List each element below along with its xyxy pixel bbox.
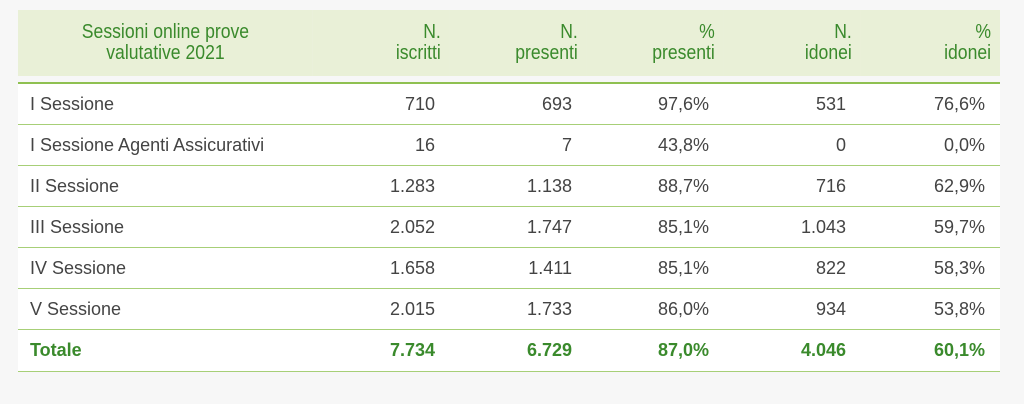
header-present-pct: % presenti	[587, 10, 724, 84]
table-header-row: Sessioni online prove valutative 2021 N.…	[18, 10, 1000, 84]
session-name-cell: III Sessione	[18, 207, 313, 248]
session-name-cell: II Sessione	[18, 166, 313, 207]
header-session-line2: valutative 2021	[106, 42, 225, 64]
present-cell: 1.733	[450, 289, 587, 330]
session-name-cell: IV Sessione	[18, 248, 313, 289]
enrolled-cell: 1.283	[313, 166, 450, 207]
header-qualified-line2: idonei	[805, 42, 853, 64]
table-row: V Sessione 2.015 1.733 86,0% 934 53,8%	[18, 289, 1000, 330]
present-pct-cell: 86,0%	[587, 289, 724, 330]
qualified-cell: 822	[724, 248, 861, 289]
qualified-cell: 716	[724, 166, 861, 207]
table-row: I Sessione 710 693 97,6% 531 76,6%	[18, 84, 1000, 125]
present-pct-cell: 88,7%	[587, 166, 724, 207]
header-qualified-pct: % idonei	[861, 10, 1000, 84]
present-cell: 1.747	[450, 207, 587, 248]
sessions-table-container: Sessioni online prove valutative 2021 N.…	[18, 10, 1000, 372]
qualified-pct-cell: 0,0%	[861, 125, 1000, 166]
enrolled-cell: 2.015	[313, 289, 450, 330]
session-name-cell: I Sessione Agenti Assicurativi	[18, 125, 313, 166]
table-row: I Sessione Agenti Assicurativi 16 7 43,8…	[18, 125, 1000, 166]
present-cell: 1.411	[450, 248, 587, 289]
header-qualified-line1: N.	[834, 21, 853, 43]
present-cell: 1.138	[450, 166, 587, 207]
header-enrolled: N. iscritti	[313, 10, 450, 84]
session-name-cell: I Sessione	[18, 84, 313, 125]
enrolled-cell: 2.052	[313, 207, 450, 248]
total-present-pct-cell: 87,0%	[587, 330, 724, 372]
table-row: III Sessione 2.052 1.747 85,1% 1.043 59,…	[18, 207, 1000, 248]
table-row: IV Sessione 1.658 1.411 85,1% 822 58,3%	[18, 248, 1000, 289]
qualified-cell: 1.043	[724, 207, 861, 248]
present-pct-cell: 85,1%	[587, 248, 724, 289]
header-enrolled-line2: iscritti	[396, 42, 442, 64]
header-present-line2: presenti	[515, 42, 579, 64]
qualified-pct-cell: 62,9%	[861, 166, 1000, 207]
header-present: N. presenti	[450, 10, 587, 84]
header-session: Sessioni online prove valutative 2021	[18, 10, 313, 84]
present-pct-cell: 43,8%	[587, 125, 724, 166]
total-label-cell: Totale	[18, 330, 313, 372]
sessions-table: Sessioni online prove valutative 2021 N.…	[18, 10, 1000, 372]
enrolled-cell: 16	[313, 125, 450, 166]
header-present-pct-line2: presenti	[652, 42, 716, 64]
present-pct-cell: 97,6%	[587, 84, 724, 125]
qualified-pct-cell: 59,7%	[861, 207, 1000, 248]
total-qualified-cell: 4.046	[724, 330, 861, 372]
qualified-pct-cell: 76,6%	[861, 84, 1000, 125]
header-qualified-pct-line2: idonei	[944, 42, 992, 64]
present-cell: 693	[450, 84, 587, 125]
qualified-cell: 531	[724, 84, 861, 125]
enrolled-cell: 710	[313, 84, 450, 125]
header-present-pct-line1: %	[699, 21, 716, 43]
total-row: Totale 7.734 6.729 87,0% 4.046 60,1%	[18, 330, 1000, 372]
header-qualified-pct-line1: %	[975, 21, 992, 43]
header-qualified: N. idonei	[724, 10, 861, 84]
qualified-cell: 934	[724, 289, 861, 330]
total-present-cell: 6.729	[450, 330, 587, 372]
present-cell: 7	[450, 125, 587, 166]
qualified-cell: 0	[724, 125, 861, 166]
present-pct-cell: 85,1%	[587, 207, 724, 248]
table-row: II Sessione 1.283 1.138 88,7% 716 62,9%	[18, 166, 1000, 207]
qualified-pct-cell: 53,8%	[861, 289, 1000, 330]
header-session-line1: Sessioni online prove	[81, 21, 250, 43]
session-name-cell: V Sessione	[18, 289, 313, 330]
header-enrolled-line1: N.	[423, 21, 442, 43]
qualified-pct-cell: 58,3%	[861, 248, 1000, 289]
total-enrolled-cell: 7.734	[313, 330, 450, 372]
total-qualified-pct-cell: 60,1%	[861, 330, 1000, 372]
enrolled-cell: 1.658	[313, 248, 450, 289]
header-present-line1: N.	[560, 21, 579, 43]
